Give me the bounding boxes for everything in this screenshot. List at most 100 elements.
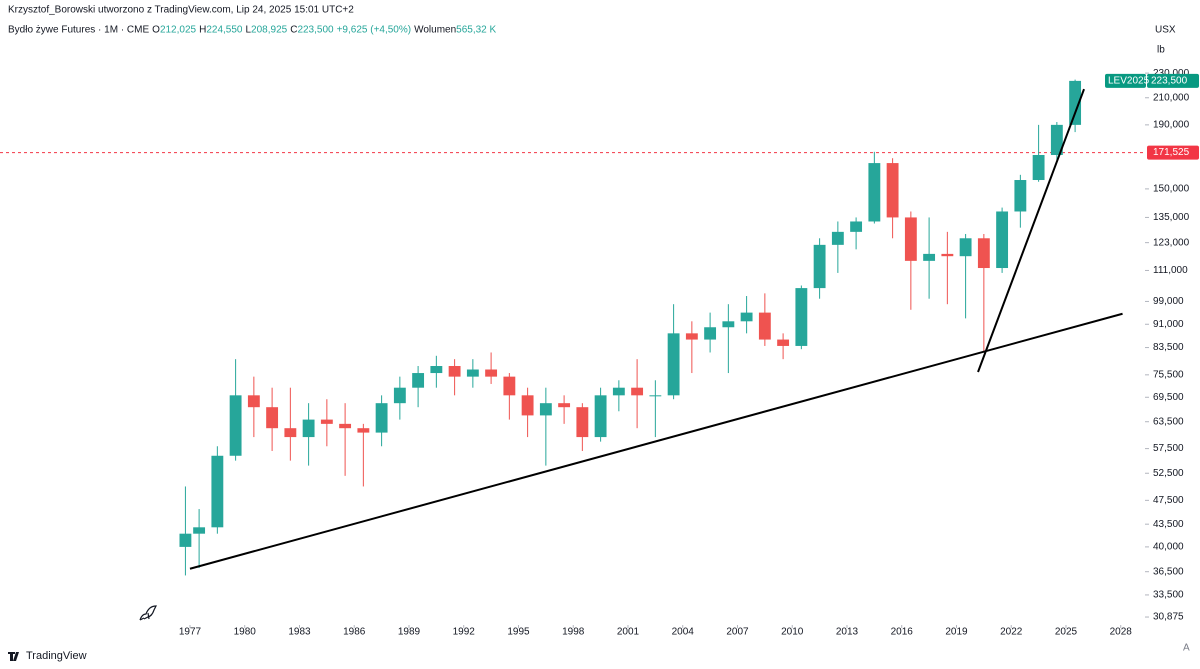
brand-logo	[8, 652, 19, 661]
candle-body	[886, 163, 899, 218]
y-tick-label: 57,500	[1153, 443, 1184, 454]
last-price-box	[1147, 73, 1199, 88]
x-tick-label: 2007	[726, 627, 749, 638]
x-tick-label: 1977	[179, 627, 202, 638]
y-tick-label: 63,500	[1153, 416, 1184, 427]
y-tick-label: 123,000	[1153, 237, 1190, 248]
candle-body	[722, 321, 735, 328]
y-tick-label: 111,000	[1153, 265, 1188, 276]
y-tick-label: 36,500	[1153, 566, 1184, 577]
y-tick-label: 150,000	[1153, 184, 1190, 195]
x-tick-label: 2022	[1000, 627, 1023, 638]
candle-body	[923, 253, 936, 261]
legend-text: 208,925	[251, 25, 288, 36]
legend-text: 224,550	[206, 25, 243, 36]
x-tick-label: 1995	[507, 627, 530, 638]
y-tick-label: 69,500	[1153, 392, 1184, 403]
volume-label: Wolumen	[414, 25, 456, 36]
x-tick-label: 1998	[562, 627, 585, 638]
candle-body	[302, 419, 315, 438]
author-line: Krzysztof_Borowski utworzono z TradingVi…	[8, 5, 354, 16]
y-tick-label: 83,500	[1153, 342, 1184, 353]
hline-box	[1147, 145, 1199, 160]
y-tick-label: 30,875	[1153, 612, 1184, 623]
candle-body	[485, 369, 498, 377]
x-tick-label: 2019	[945, 627, 968, 638]
candle-body	[959, 238, 972, 257]
candle-body	[977, 238, 990, 269]
candle-body	[649, 395, 662, 397]
y-tick-label: 52,500	[1153, 468, 1184, 479]
trendline	[977, 88, 1085, 373]
candle-body	[795, 288, 808, 346]
currency: USX	[1155, 25, 1176, 36]
candle-body	[539, 403, 552, 416]
candle-body	[685, 333, 698, 340]
unit: lb	[1157, 45, 1165, 56]
y-tick-label: 210,000	[1153, 92, 1190, 103]
candle-body	[247, 395, 260, 408]
y-tick-label: 190,000	[1153, 120, 1190, 131]
y-tick-label: 43,500	[1153, 519, 1184, 530]
candle-body	[558, 403, 571, 408]
x-tick-label: 2001	[617, 627, 640, 638]
candle-body	[503, 376, 516, 396]
last-price-label: 223,500	[1151, 76, 1188, 87]
candle-body	[393, 387, 406, 404]
candle-body	[831, 231, 844, 245]
candle-body	[740, 312, 753, 322]
candle-body	[667, 333, 680, 396]
candle-body	[284, 428, 297, 438]
legend-text: Bydło żywe Futures · 1M · CME	[8, 25, 149, 36]
candle-body	[868, 163, 881, 222]
ohlc-label: L	[245, 25, 251, 36]
y-tick-label: 91,000	[1153, 319, 1184, 330]
x-tick-label: 2028	[1110, 627, 1133, 638]
candle-body	[813, 244, 826, 289]
candle-body	[941, 253, 954, 257]
x-tick-label: 2004	[672, 627, 695, 638]
x-tick-label: 1992	[453, 627, 476, 638]
candle-body	[758, 312, 771, 340]
candle-body	[375, 403, 388, 433]
legend-text: 223,500	[297, 25, 334, 36]
y-tick-label: 135,000	[1153, 212, 1190, 223]
candle-body	[430, 366, 443, 374]
candle-body	[777, 339, 790, 346]
y-tick-label: 47,500	[1153, 495, 1184, 506]
candle-body	[631, 387, 644, 396]
x-tick-label: 1989	[398, 627, 421, 638]
hline-label: 171,525	[1153, 147, 1190, 158]
brand: TradingView	[26, 650, 87, 662]
x-tick-label: 2013	[836, 627, 859, 638]
candle-body	[320, 419, 333, 424]
legend-text: 565,32 K	[456, 25, 496, 36]
legend-text: 212,025	[160, 25, 197, 36]
candle-body	[594, 395, 607, 438]
ohlc-label: H	[199, 25, 206, 36]
candle-body	[211, 455, 224, 528]
candle-body	[466, 369, 479, 377]
candle-body	[904, 217, 917, 261]
trendline	[189, 312, 1123, 570]
candle-body	[1014, 180, 1027, 212]
y-tick-label: 99,000	[1153, 296, 1184, 307]
symbol-label: LEV2025	[1108, 76, 1150, 87]
symbol-box	[1105, 73, 1146, 88]
candle-body	[1069, 80, 1082, 125]
ohlc-label: C	[290, 25, 297, 36]
y-tick-label: 230,000	[1153, 68, 1190, 79]
candle-body	[704, 327, 717, 340]
x-tick-label: 2025	[1055, 627, 1078, 638]
y-tick-label: 40,000	[1153, 542, 1184, 553]
legend-text: +9,625 (+4,50%)	[337, 25, 412, 36]
candle-body	[1050, 124, 1063, 155]
candle-body	[448, 366, 461, 377]
auto-button[interactable]: A	[1183, 643, 1190, 654]
candle-body	[193, 527, 206, 534]
x-tick-label: 1980	[234, 627, 257, 638]
replay-icon[interactable]	[139, 605, 157, 621]
ohlc-label: O	[152, 25, 160, 36]
candle-body	[179, 533, 192, 547]
